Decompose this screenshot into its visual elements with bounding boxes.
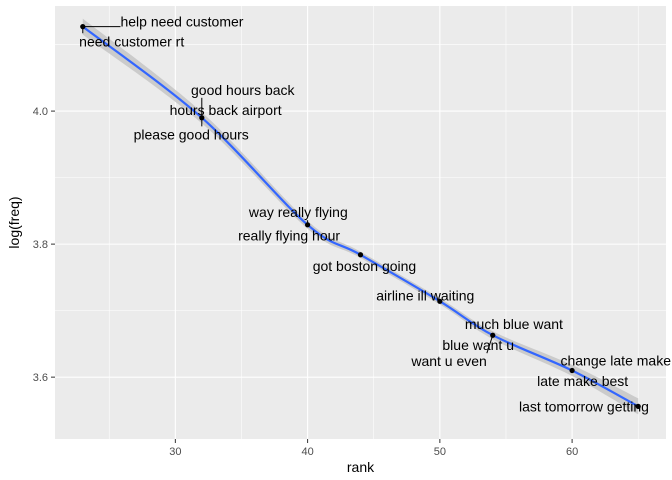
x-tick-label: 50 — [434, 446, 446, 458]
point-label: got boston going — [313, 258, 417, 274]
data-point — [199, 115, 205, 121]
point-label: want u even — [410, 353, 487, 369]
x-tick-label: 60 — [566, 446, 578, 458]
point-labels: help need customer need customer rt good h… — [79, 13, 671, 414]
point-label: need customer rt — [79, 33, 184, 49]
x-axis: 30 40 50 60 — [169, 439, 578, 458]
point-label: really flying hour — [238, 227, 340, 243]
y-tick-label: 4.0 — [33, 106, 48, 118]
point-label: please good hours — [134, 126, 249, 142]
x-axis-title: rank — [347, 459, 375, 475]
x-tick-label: 40 — [301, 446, 313, 458]
data-point — [304, 222, 311, 228]
data-point — [357, 252, 364, 258]
point-label: help need customer — [120, 13, 243, 29]
data-point — [569, 367, 575, 374]
data-point — [80, 24, 86, 30]
y-axis-title: log(freq) — [6, 196, 22, 248]
minor-grid — [55, 6, 666, 439]
point-label: airline ill waiting — [376, 287, 474, 303]
point-label: last tomorrow getting — [519, 398, 649, 414]
y-tick-label: 3.8 — [33, 239, 48, 251]
x-tick-label: 30 — [169, 446, 181, 458]
point-label: late make best — [537, 373, 628, 389]
point-label: way really flying — [248, 204, 348, 220]
y-axis: 3.6 3.8 4.0 — [33, 106, 55, 384]
y-tick-label: 3.6 — [33, 372, 48, 384]
label-leader-line — [486, 335, 494, 354]
data-point — [437, 298, 443, 304]
data-points — [80, 24, 641, 410]
point-label: hours back airport — [170, 102, 282, 118]
point-label: much blue want — [465, 316, 563, 332]
point-label: good hours back — [191, 82, 296, 98]
data-point — [635, 403, 641, 410]
data-point — [490, 332, 496, 338]
point-label: blue want u — [442, 337, 514, 353]
point-label: change late make — [560, 353, 671, 369]
